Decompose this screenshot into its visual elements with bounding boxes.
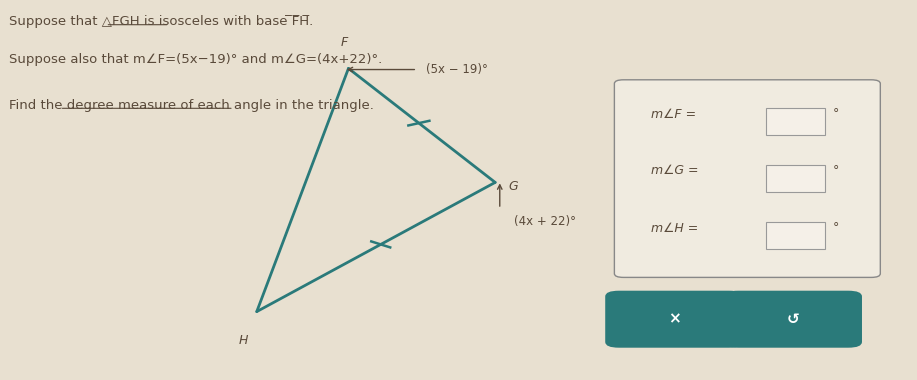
FancyBboxPatch shape <box>766 108 825 135</box>
FancyBboxPatch shape <box>724 291 862 348</box>
Text: m∠G =: m∠G = <box>651 165 702 177</box>
Text: ↺: ↺ <box>787 312 800 327</box>
Text: ×: × <box>668 312 680 327</box>
Text: F: F <box>340 36 348 49</box>
Text: m∠H =: m∠H = <box>651 222 702 234</box>
Text: G: G <box>509 180 518 193</box>
Text: °: ° <box>833 222 839 234</box>
FancyBboxPatch shape <box>605 291 743 348</box>
Text: (4x + 22)°: (4x + 22)° <box>514 215 576 228</box>
Text: m∠F =: m∠F = <box>651 108 701 120</box>
Text: (5x − 19)°: (5x − 19)° <box>426 63 488 76</box>
Text: Suppose also that m∠F=(5x−19)° and m∠G=(4x+22)°.: Suppose also that m∠F=(5x−19)° and m∠G=(… <box>9 53 382 66</box>
Text: °: ° <box>833 165 839 177</box>
FancyBboxPatch shape <box>614 80 880 277</box>
FancyBboxPatch shape <box>766 222 825 249</box>
Text: °: ° <box>833 108 839 120</box>
FancyBboxPatch shape <box>766 165 825 192</box>
Text: H: H <box>238 334 248 347</box>
Text: Find the degree measure of each angle in the triangle.: Find the degree measure of each angle in… <box>9 99 374 112</box>
Text: Suppose that △FGH is isosceles with base ̅F̅H̅.: Suppose that △FGH is isosceles with base… <box>9 15 314 28</box>
